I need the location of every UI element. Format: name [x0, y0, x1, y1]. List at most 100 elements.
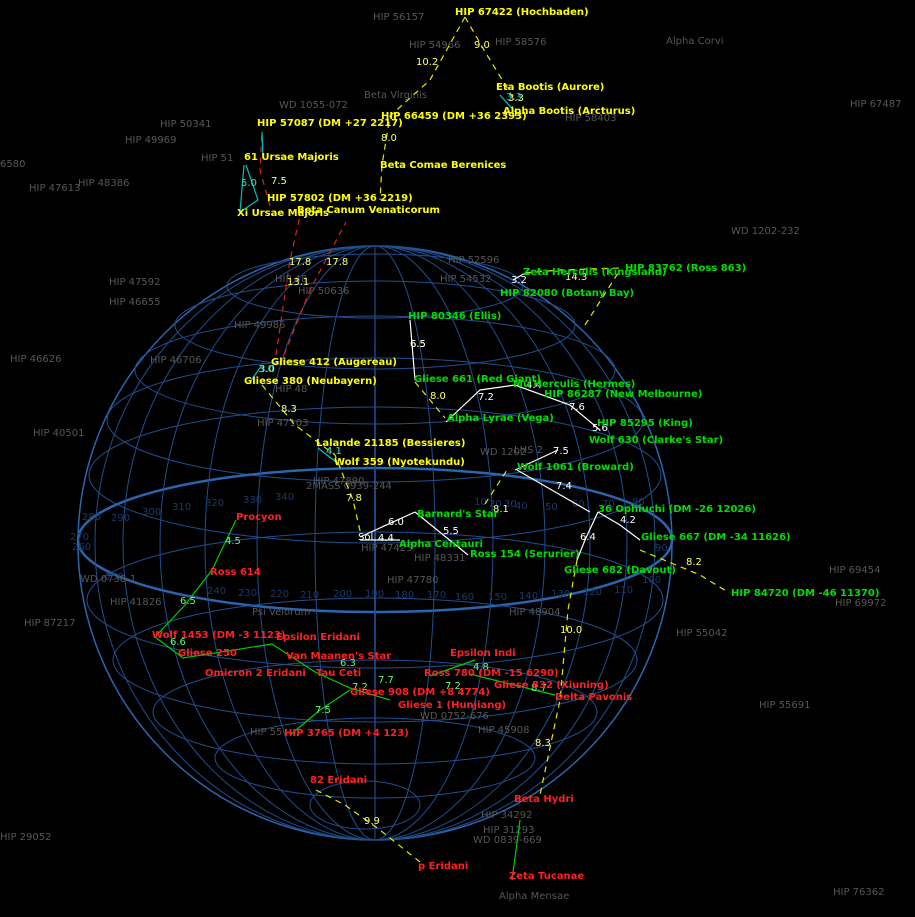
star-label-36-ophiuchi-dm-26-12026[interactable]: 36 Ophiuchi (DM -26 12026)	[598, 504, 756, 515]
star-label-alpha-bootis-arcturus[interactable]: Alpha Bootis (Arcturus)	[503, 106, 635, 117]
background-star-label[interactable]: HIP 46626	[10, 354, 62, 365]
background-star-label[interactable]: HIP 48904	[509, 607, 561, 618]
background-star-label[interactable]: HIP 48331	[414, 553, 466, 564]
star-label-hip-57087-dm-27-2217[interactable]: HIP 57087 (DM +27 2217)	[257, 118, 403, 129]
star-label-gliese-908-dm-8-4774[interactable]: Gliese 908 (DM +8 4774)	[350, 687, 490, 698]
background-star-label[interactable]: WD 1202	[480, 447, 526, 458]
background-star-label[interactable]: HIP 47425	[361, 543, 413, 554]
star-label-van-maanen-s-star[interactable]: Van Maanen's Star	[286, 651, 391, 662]
star-label-delta-pavonis[interactable]: Delta Pavonis	[555, 692, 632, 703]
background-star-label[interactable]: WD 0738-1	[80, 574, 136, 585]
star-label-epsilon-eridani[interactable]: Epsilon Eridani	[276, 632, 360, 643]
background-star-label[interactable]: HIP 87217	[24, 618, 76, 629]
star-label-barnard-s-star[interactable]: Barnard's Star	[417, 509, 498, 520]
star-label-hip-67422-hochbaden[interactable]: HIP 67422 (Hochbaden)	[455, 7, 589, 18]
background-star-label[interactable]: HIP 54532	[440, 274, 492, 285]
background-star-label[interactable]: HIP 69972	[835, 598, 887, 609]
star-label-sol[interactable]: Sol	[358, 532, 373, 543]
star-label-alpha-lyrae-vega[interactable]: Alpha Lyrae (Vega)	[447, 413, 554, 424]
background-star-label[interactable]: HIP 51	[201, 153, 233, 164]
star-label-xi-ursae-majoris[interactable]: Xi Ursae Majoris	[237, 208, 329, 219]
background-star-label[interactable]: HIP 29052	[0, 832, 52, 843]
background-star-label[interactable]: HIP 55042	[676, 628, 728, 639]
star-label-tau-ceti[interactable]: Tau Ceti	[316, 668, 361, 679]
star-label-hip-3765-dm-4-123[interactable]: HIP 3765 (DM +4 123)	[284, 728, 409, 739]
background-star-label[interactable]: Alpha Corvi	[666, 36, 724, 47]
background-star-label[interactable]: 2MASS 0939-244	[306, 481, 392, 492]
star-label-beta-canum-venaticorum[interactable]: Beta Canum Venaticorum	[297, 205, 440, 216]
star-label-procyon[interactable]: Procyon	[236, 512, 282, 523]
background-star-label[interactable]: HIP 54966	[409, 40, 461, 51]
star-label-mu-herculis-hermes[interactable]: Mu Herculis (Hermes)	[513, 379, 635, 390]
background-star-label[interactable]: HIP 50636	[298, 286, 350, 297]
star-label-omicron-2-eridani[interactable]: Omicron 2 Eridani	[205, 668, 306, 679]
background-star-label[interactable]: HIP 48386	[78, 178, 130, 189]
star-label-hip-80346-ellis[interactable]: HIP 80346 (Ellis)	[408, 311, 501, 322]
background-star-label[interactable]: HIP 50341	[160, 119, 212, 130]
star-label-beta-hydri[interactable]: Beta Hydri	[514, 794, 574, 805]
background-star-label[interactable]: HIP 47103	[257, 418, 309, 429]
star-label-hip-83762-ross-863[interactable]: HIP 83762 (Ross 863)	[625, 263, 746, 274]
star-label-61-ursae-majoris[interactable]: 61 Ursae Majoris	[244, 152, 339, 163]
background-star-label[interactable]: HIP 55	[250, 727, 282, 738]
background-star-label[interactable]: HIP 34292	[481, 810, 533, 821]
background-star-label[interactable]: HIP 40501	[33, 428, 85, 439]
background-star-label[interactable]: Psi Velorum	[252, 607, 310, 618]
background-star-label[interactable]: HIP 58403	[565, 113, 617, 124]
star-label-gliese-661-red-giant[interactable]: Gliese 661 (Red Giant)	[414, 374, 541, 385]
star-label-ross-614[interactable]: Ross 614	[210, 567, 261, 578]
star-label-hip-66459-dm-36-2393[interactable]: HIP 66459 (DM +36 2393)	[381, 111, 527, 122]
background-star-label[interactable]: HIP 49986	[234, 320, 286, 331]
background-star-label[interactable]: HIP 56157	[373, 12, 425, 23]
background-star-label[interactable]: WD 0752-676	[420, 711, 489, 722]
background-star-label[interactable]: HIP 46706	[150, 355, 202, 366]
star-label-wolf-1061-broward[interactable]: Wolf 1061 (Broward)	[517, 462, 634, 473]
star-labels[interactable]: HIP 67422 (Hochbaden) Eta Bootis (Aurore)…	[152, 7, 879, 882]
star-label-wolf-630-clarke-s-star[interactable]: Wolf 630 (Clarke's Star)	[589, 435, 723, 446]
star-label-alpha-centauri[interactable]: Alpha Centauri	[399, 539, 483, 550]
background-star-label[interactable]: Beta Virginis	[364, 90, 427, 101]
background-star-label[interactable]: Alpha Mensae	[499, 891, 569, 902]
star-label-gliese-832-xiuning[interactable]: Gliese 832 (Xiuning)	[494, 680, 609, 691]
background-star-label[interactable]: HIP 31293	[483, 825, 535, 836]
background-star-label[interactable]: WD 1055-072	[279, 100, 348, 111]
background-star-label[interactable]: HIP 69454	[829, 565, 881, 576]
background-star-label[interactable]: HIP 52596	[448, 255, 500, 266]
star-label-zeta-herculis-kingsland[interactable]: Zeta Herculis (Kingsland)	[523, 267, 666, 278]
background-star-label[interactable]: HIP 48	[275, 274, 307, 285]
background-star-label[interactable]: HIP 46655	[109, 297, 161, 308]
star-label-p-eridani[interactable]: p Eridani	[418, 861, 468, 872]
star-label-epsilon-indi[interactable]: Epsilon Indi	[450, 648, 516, 659]
background-star-label[interactable]: 6580	[0, 159, 25, 170]
star-label-ross-154-serurier[interactable]: Ross 154 (Serurier)	[470, 549, 580, 560]
background-star-label[interactable]: HIP 47592	[109, 277, 161, 288]
star-label-hip-85295-king[interactable]: HIP 85295 (King)	[597, 418, 693, 429]
star-label-gliese-1-hunjiang[interactable]: Gliese 1 (Hunjiang)	[398, 700, 506, 711]
star-label-gliese-380-neubayern[interactable]: Gliese 380 (Neubayern)	[244, 376, 377, 387]
star-label-82-eridani[interactable]: 82 Eridani	[310, 775, 367, 786]
background-star-label[interactable]: WD 1202-232	[731, 226, 800, 237]
background-star-label[interactable]: WD 0839-669	[473, 835, 542, 846]
background-star-label[interactable]: HIP 49969	[125, 135, 177, 146]
star-label-gliese-667-dm-34-11626[interactable]: Gliese 667 (DM -34 11626)	[641, 532, 791, 543]
star-label-ross-780-dm-15-6290[interactable]: Ross 780 (DM -15 6290)	[424, 668, 559, 679]
star-label-hip-82080-botany-bay[interactable]: HIP 82080 (Botany Bay)	[500, 288, 634, 299]
background-star-label[interactable]: HIP 45908	[478, 725, 530, 736]
background-star-label[interactable]: HIP 58576	[495, 37, 547, 48]
star-label-zeta-tucanae[interactable]: Zeta Tucanae	[509, 871, 584, 882]
star-label-beta-comae-berenices[interactable]: Beta Comae Berenices	[380, 160, 506, 171]
star-label-hip-84720-dm-46-11370[interactable]: HIP 84720 (DM -46 11370)	[731, 588, 879, 599]
star-label-eta-bootis-aurore[interactable]: Eta Bootis (Aurore)	[496, 82, 604, 93]
background-star-label[interactable]: HIP 41826	[110, 597, 162, 608]
background-star-label[interactable]: HIP 47613	[29, 183, 81, 194]
star-label-hip-86287-new-melbourne[interactable]: HIP 86287 (New Melbourne)	[544, 389, 702, 400]
star-label-gliese-682-davout[interactable]: Gliese 682 (Davout)	[564, 565, 676, 576]
background-star-label[interactable]: HIP 67487	[850, 99, 902, 110]
star-label-wolf-1453-dm-3-1123[interactable]: Wolf 1453 (DM -3 1123)	[152, 630, 285, 641]
star-label-hip-57802-dm-36-2219[interactable]: HIP 57802 (DM +36 2219)	[267, 193, 413, 204]
background-star-label[interactable]: HIP 76362	[833, 887, 885, 898]
star-label-gliese-250[interactable]: Gliese 250	[178, 648, 237, 659]
background-star-label[interactable]: HIP 48	[275, 384, 307, 395]
